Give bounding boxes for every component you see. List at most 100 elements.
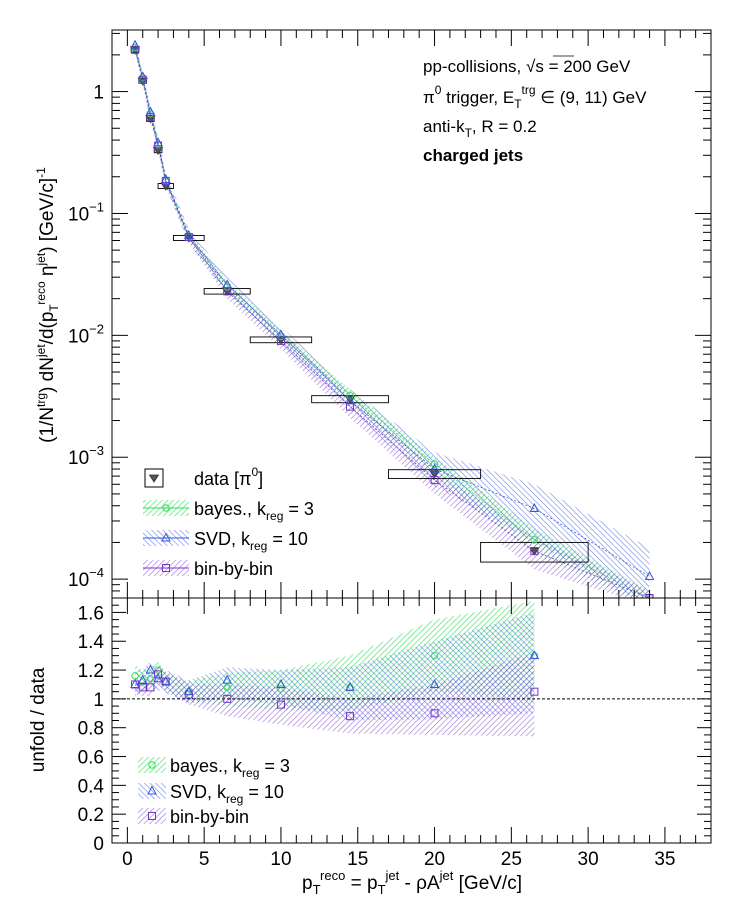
bbb-ratio-point [430,709,439,718]
bbb-ratio-point [161,677,170,686]
bbb-point [161,176,170,185]
bbb-point [138,75,147,84]
legend-data-box [144,468,164,488]
bbb-ratio-band [135,652,535,737]
bbb-ratio-point [346,712,355,721]
x-tick-label: 25 [501,849,522,870]
legend-svd-marker [161,532,171,542]
bbb-point [154,141,163,150]
spectrum-y-axis-label: (1/Ntrg) dNjet/d(pTreco ηjet) [GeV/c]-1 [34,167,61,443]
legend-bbb-marker [162,564,170,572]
bayes-ratio-point [430,651,439,660]
svd-point [529,502,540,512]
y-tick-label: 1 [93,83,104,104]
svd-ratio-point [276,678,286,688]
svd-point [145,106,156,116]
ratio-y-tick-label: 1.4 [78,632,105,653]
ratio-legend-bbb-band [138,808,166,824]
svd-point [644,570,655,581]
x-tick-label: 5 [199,849,210,870]
annotation-line: π0 trigger, ETtrg ∈ (9, 11) GeV [423,83,647,111]
svd-ratio-point [529,650,540,660]
ratio-y-tick-label: 0.4 [78,776,105,797]
ratio-y-axis-label: unfold / data [28,667,49,772]
ratio-legend-svd-band [138,783,166,799]
ratio-legend-bbb-marker [148,812,156,820]
ratio-y-tick-label: 0.2 [78,805,104,826]
y-tick-label: 10−2 [68,321,104,347]
bbb-ratio-point [184,690,193,699]
svd-point [429,463,440,473]
svd-ratio-point [137,674,148,684]
bayes-ratio-point [223,683,231,692]
bayes-point [346,391,354,400]
ratio-legend-entry-label: bayes., kreg = 3 [170,756,290,780]
ratio-panel: 0 0.2 0.4 0.6 0.8 1 1.2 1.4 1.6 0 5 10 15 20 25 30 35 ba… [28,597,712,897]
x-tick-label: 10 [270,849,291,870]
x-tick-label: 20 [424,849,445,870]
bbb-point [530,547,539,556]
x-tick-label: 30 [578,849,599,870]
bayes-point [430,460,439,468]
bbb-point [276,336,285,345]
bbb-ratio-point [146,683,155,692]
legend-entry-label: bin-by-bin [194,559,273,579]
ratio-y-tick-label: 1.6 [78,603,104,624]
annotation-line: charged jets [423,146,523,165]
legend-entry-label: data [π0] [194,465,263,489]
bbb-ratio-point [138,683,147,692]
ratio-legend-entry-label: bin-by-bin [170,807,249,827]
svd-uncertainty-band [135,41,650,598]
ratio-legend-bayes-band [138,757,166,773]
spectrum-panel: 10−4 10−3 10−2 10−1 1 pp-collisions, √s = 20… [34,29,712,599]
bbb-point [131,45,140,54]
ratio-legend-bayes-marker [148,761,156,769]
bayes-ratio-point [146,675,155,683]
bayes-point [530,536,539,544]
ratio-y-tick-label: 1 [93,690,104,711]
x-tick-label: 15 [347,849,368,870]
y-tick-label: 10−1 [68,199,104,225]
ratio-legend-entry-label: SVD, kreg = 10 [170,782,284,806]
svd-point [345,395,355,405]
x-axis-label: pTreco = pTjet - ρAjet [GeV/c] [302,868,522,897]
svd-point [130,39,140,49]
data-systematic-box [480,541,589,563]
ratio-y-tick-label: 1.2 [78,661,104,682]
bbb-ratio-point [154,670,163,679]
ratio-y-tick-label: 0.6 [78,748,104,769]
svd-line [134,45,650,577]
svd-ratio-point [222,674,233,684]
bbb-ratio-point [223,694,232,703]
legend-data-marker [148,474,160,483]
ratio-y-tick-label: 0.8 [78,719,104,740]
y-tick-label: 10−3 [68,443,104,469]
y-tick-label: 10−4 [68,565,104,591]
bbb-point [223,287,232,296]
bbb-ratio-point [530,687,539,696]
annotation-line: anti-kT, R = 0.2 [423,117,537,140]
data-point [429,470,440,479]
svd-ratio-point [345,681,355,691]
bbb-point [146,112,155,121]
svd-point [183,229,194,239]
svd-ratio-point [145,664,156,674]
ratio-legend-svd-marker [147,785,157,795]
annotation-line: pp-collisions, √s = 200 GeV [423,57,631,76]
ratio-y-tick-label: 0 [93,834,104,855]
bbb-ratio-point [131,680,140,689]
legend-bayes-marker [162,504,170,512]
x-tick-label: 35 [654,849,675,870]
bbb-point [346,402,355,411]
bbb-ratio-point [276,700,285,709]
legend-entry-label: SVD, kreg = 10 [194,529,308,553]
bayes-ratio-point [277,685,285,693]
legend-entry-label: bayes., kreg = 3 [194,499,314,523]
bbb-line [134,49,650,598]
svd-point [160,173,171,183]
bbb-point [430,476,439,485]
bbb-point [184,233,193,242]
x-tick-label: 0 [122,849,133,870]
data-point [145,115,156,124]
